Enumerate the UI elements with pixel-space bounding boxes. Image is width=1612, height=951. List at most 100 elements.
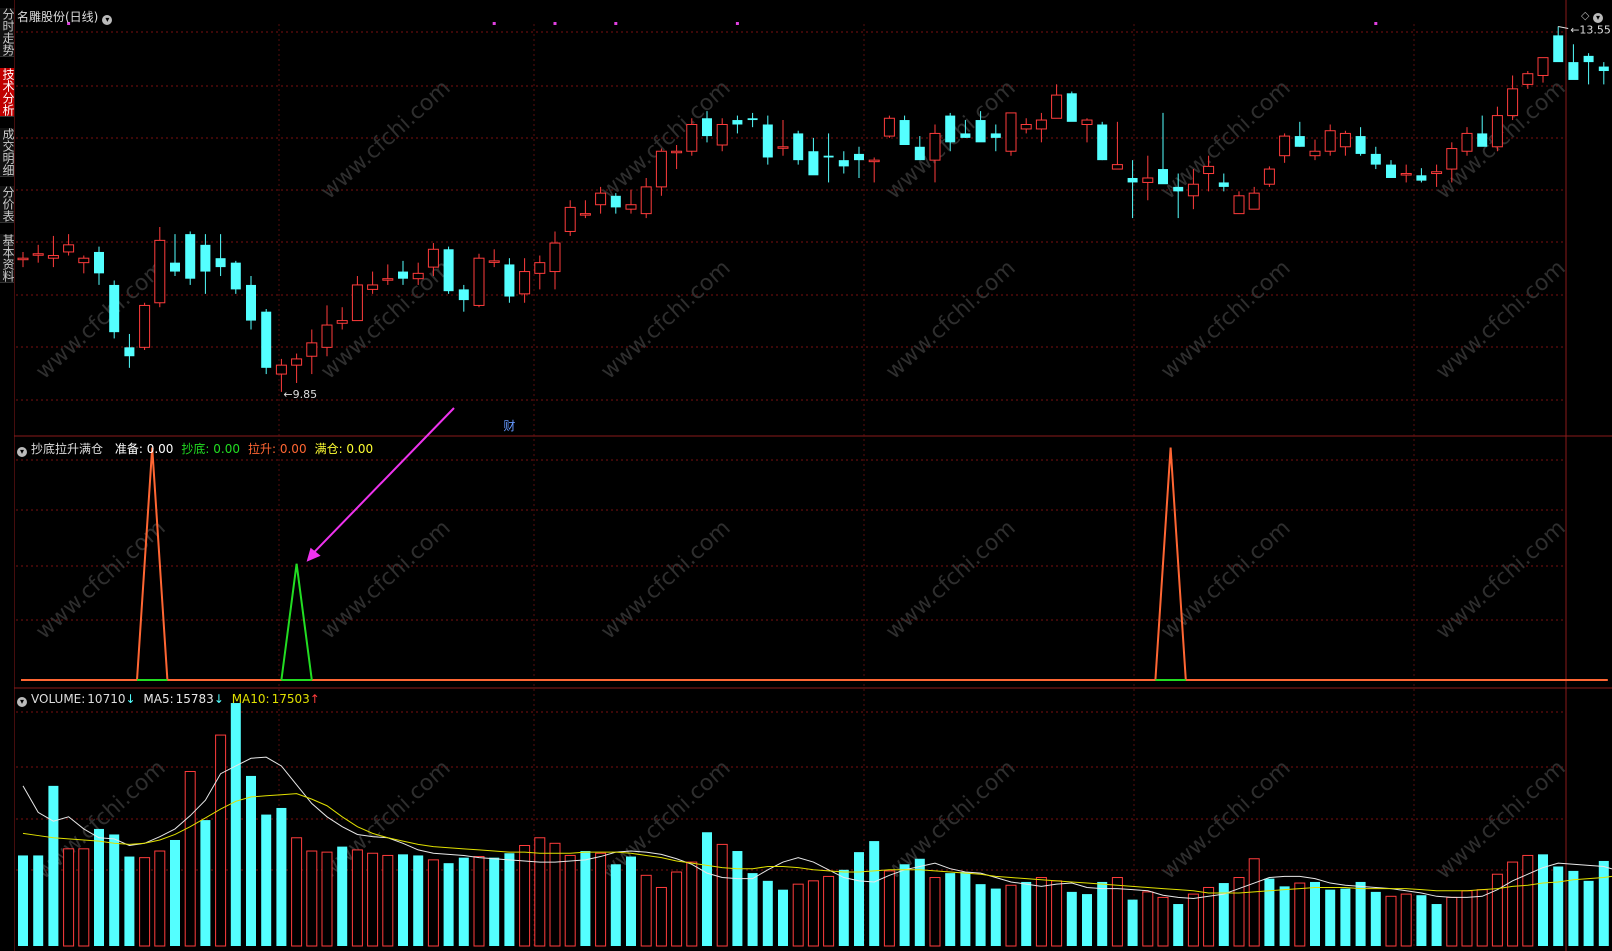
candle-body <box>1400 173 1412 176</box>
volume-bar <box>1598 860 1609 946</box>
volume-bar <box>246 775 256 946</box>
candle-body <box>261 311 272 368</box>
candle-body <box>686 124 698 152</box>
candle-body <box>1370 153 1381 165</box>
indicator-field-0: 准备: 0.00 <box>114 442 174 456</box>
volume-bar <box>337 846 348 946</box>
sidebar-tab-3[interactable]: 分价表 <box>0 186 15 223</box>
title-legend: 名雕股份(日线) ▾ <box>17 8 116 25</box>
ma10-value: 17503 <box>271 692 310 706</box>
volume-arrow: ↓ <box>125 692 136 706</box>
ma5-value: 15783 <box>175 692 214 706</box>
candle-body <box>306 342 318 357</box>
volume-bar <box>762 880 773 946</box>
candle-body <box>139 304 151 348</box>
volume-bar <box>899 864 910 946</box>
volume-bar <box>398 854 408 946</box>
volume-bar <box>1097 881 1108 946</box>
volume-bar <box>33 855 44 946</box>
candle-body <box>945 115 956 143</box>
candle-body <box>1416 175 1427 181</box>
volume-bar <box>367 852 379 947</box>
volume-bar <box>1187 893 1199 947</box>
volume-bar <box>427 859 439 947</box>
candle-body <box>109 284 120 333</box>
candle-body <box>975 120 986 143</box>
candle-body <box>1066 93 1077 122</box>
candle-body <box>1020 124 1032 130</box>
volume-bar <box>1553 866 1564 946</box>
sidebar-tab-0[interactable]: 分时走势 <box>0 8 15 57</box>
candle-body <box>170 262 180 272</box>
candle-body <box>1127 177 1138 183</box>
volume-bar <box>1416 895 1427 946</box>
volume-bar <box>747 873 758 946</box>
volume-bar <box>1568 870 1579 946</box>
candle-body <box>1005 112 1017 152</box>
candle-body <box>1583 55 1594 63</box>
volume-bar <box>230 703 241 946</box>
candle-body <box>671 150 683 154</box>
candle-body <box>579 213 591 216</box>
candle-body <box>1097 124 1108 161</box>
volume-bar <box>671 871 683 947</box>
candle-body <box>1294 136 1305 147</box>
volume-bar <box>154 850 166 947</box>
volume-bar <box>1340 888 1351 946</box>
chart-title[interactable]: 名雕股份(日线) <box>17 10 99 24</box>
candle-body <box>473 257 485 306</box>
candle-body <box>1461 132 1473 152</box>
diamond-icon[interactable]: ◇ <box>1581 9 1590 22</box>
volume-bar <box>78 848 90 947</box>
volume-bar <box>1233 877 1245 947</box>
top-marker <box>614 22 618 25</box>
candle-body <box>1279 135 1291 157</box>
ma10-line <box>22 793 1612 894</box>
watermark-text: www.cfchi.com <box>596 256 735 385</box>
candle-body <box>94 251 104 274</box>
sidebar-tab-1[interactable]: 技术分析 <box>0 68 15 117</box>
candle-body <box>1355 136 1366 154</box>
sidebar-tab-2[interactable]: 成交明细 <box>0 128 15 177</box>
volume-legend: ▾ VOLUME: 10710↓ MA5: 15783↓ MA10: 17503↑ <box>17 692 324 707</box>
volume-bar <box>929 877 941 947</box>
volume-dropdown-icon[interactable]: ▾ <box>17 697 27 707</box>
annotation-arrow-head <box>306 547 321 562</box>
candle-body <box>1537 57 1549 76</box>
high-pointer <box>1558 25 1569 29</box>
volume-bar <box>1431 904 1442 946</box>
candle-body <box>443 249 454 292</box>
candle-body <box>458 289 469 301</box>
dropdown-icon[interactable]: ▾ <box>102 15 113 25</box>
high-label: ←13.55 <box>1570 23 1611 36</box>
candle-body <box>960 133 971 138</box>
candle-body <box>854 153 864 161</box>
volume-bar <box>306 850 318 947</box>
low-label: ←9.85 <box>283 388 317 401</box>
candle-body <box>1446 148 1458 170</box>
ma10-arrow: ↑ <box>309 692 320 706</box>
candle-body <box>595 192 607 206</box>
candle-body <box>291 358 303 366</box>
candle-body <box>367 284 379 290</box>
candle-body <box>868 159 880 163</box>
watermark-text: www.cfchi.com <box>596 516 735 645</box>
candle-body <box>747 118 758 121</box>
candle-body <box>808 151 819 176</box>
watermark-text: www.cfchi.com <box>31 516 170 645</box>
settings-dropdown-icon[interactable]: ▾ <box>1593 13 1603 23</box>
sidebar-tab-4[interactable]: 基本资料 <box>0 234 15 283</box>
kline-chart[interactable]: www.cfchi.com www.cfchi.com www.cfchi.com w… <box>14 0 1612 951</box>
volume-bar <box>792 883 804 947</box>
candle-body <box>1491 115 1503 148</box>
volume-bar <box>823 875 835 947</box>
candle-body <box>732 120 743 125</box>
indicator-legend: ▾ 抄底拉升满仓 准备: 0.00 抄底: 0.00 拉升: 0.00 满仓: 0.00 <box>17 440 381 457</box>
volume-bar <box>276 807 287 946</box>
indicator-dropdown-icon[interactable]: ▾ <box>17 447 27 457</box>
candle-body <box>1111 164 1123 170</box>
volume-bar <box>94 828 104 946</box>
volume-bar <box>170 839 180 946</box>
volume-bar <box>1142 891 1154 947</box>
ma5-arrow: ↓ <box>213 692 224 706</box>
